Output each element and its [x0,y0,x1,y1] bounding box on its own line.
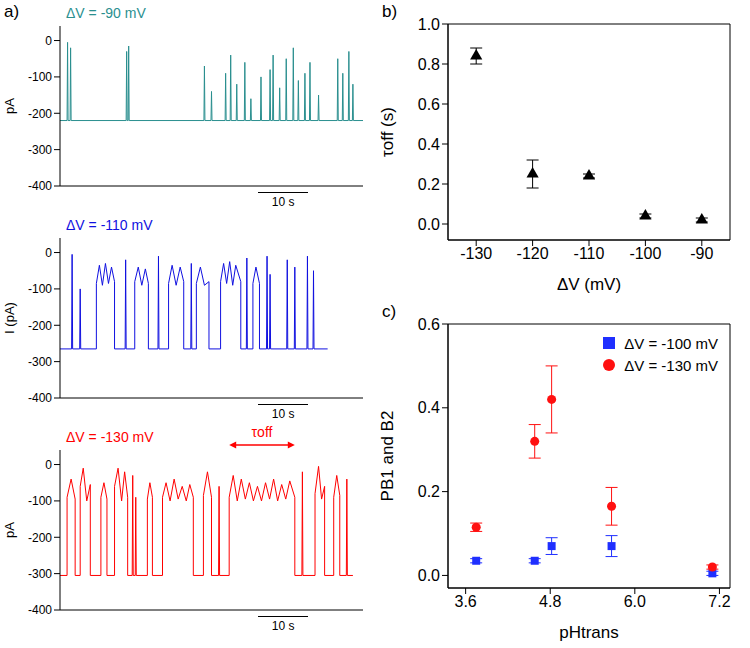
svg-text:-200: -200 [28,531,52,545]
html-text:ΔV = -110 mV: ΔV = -110 mV [66,217,153,233]
svg-text:ΔV (mV): ΔV (mV) [557,275,621,294]
svg-text:0.8: 0.8 [418,56,440,73]
svg-text:0.0: 0.0 [418,567,440,584]
svg-text:τoff: τoff [252,424,273,440]
html-text:10 s: 10 s [271,619,295,633]
svg-text:I (pA): I (pA) [2,302,17,334]
svg-text:-300: -300 [28,355,52,369]
svg-text:-100: -100 [28,494,52,508]
html-text:ΔV = -130 mV: ΔV = -130 mV [66,429,154,445]
svg-text:0.2: 0.2 [418,483,440,500]
html-text:c): c) [382,302,397,321]
svg-text:0: 0 [45,34,52,48]
svg-text:0.2: 0.2 [418,176,440,193]
svg-text:-100: -100 [28,70,52,84]
svg-text:-400: -400 [28,603,52,617]
svg-text:-110: -110 [574,245,605,262]
svg-text:0.0: 0.0 [418,216,440,233]
svg-text:0: 0 [45,458,52,472]
svg-text:1.0: 1.0 [418,16,440,33]
svg-text:0.4: 0.4 [418,399,440,416]
svg-text:PB1 and B2: PB1 and B2 [378,411,397,502]
svg-text:3.6: 3.6 [455,593,477,610]
html-text:10 s: 10 s [271,195,295,209]
svg-text:-300: -300 [28,143,52,157]
svg-text:4.8: 4.8 [539,593,561,610]
html-text:a): a) [4,2,20,21]
svg-text:pA: pA [2,522,17,538]
svg-text:-120: -120 [517,245,549,262]
html-text:ΔV = -90 mV: ΔV = -90 mV [66,5,146,21]
svg-text:-90: -90 [690,245,713,262]
html-text:b): b) [382,2,398,21]
svg-text:-130: -130 [460,245,492,262]
svg-text:-100: -100 [28,282,52,296]
svg-text:-400: -400 [28,391,52,405]
svg-text:-300: -300 [28,567,52,581]
svg-text:-100: -100 [629,245,661,262]
svg-text:0.4: 0.4 [418,136,440,153]
html-text:ΔV = -100 mV: ΔV = -100 mV [624,334,718,352]
svg-text:0.6: 0.6 [418,316,440,333]
svg-text:pHtrans: pHtrans [559,623,619,642]
svg-text:6.0: 6.0 [624,593,646,610]
html-text:ΔV = -130 mV: ΔV = -130 mV [624,356,718,374]
svg-text:7.2: 7.2 [708,593,730,610]
svg-text:0.6: 0.6 [418,96,440,113]
html-text:10 s: 10 s [271,407,295,421]
svg-text:pA: pA [2,98,17,114]
svg-text:-200: -200 [28,319,52,333]
svg-text:0: 0 [45,246,52,260]
svg-text:-400: -400 [28,179,52,193]
svg-text:τoff (s): τoff (s) [378,107,397,157]
svg-text:-200: -200 [28,107,52,121]
